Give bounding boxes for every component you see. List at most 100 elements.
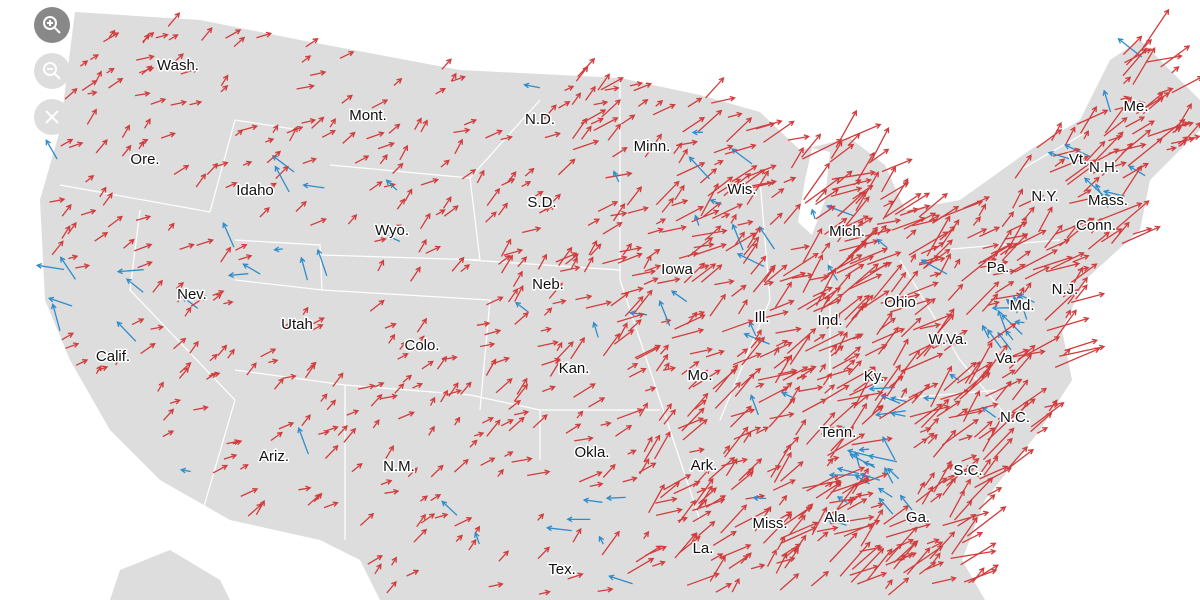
shift-arrow [399, 341, 407, 350]
shift-arrow [1178, 139, 1187, 147]
shift-arrow [629, 319, 642, 331]
shift-arrow [987, 487, 1003, 496]
shift-arrow [746, 170, 769, 205]
shift-arrow [627, 449, 637, 455]
zoom-out-button[interactable] [34, 53, 70, 89]
shift-arrow [987, 300, 1001, 307]
shift-arrow [102, 192, 113, 206]
reset-glyph [45, 110, 59, 124]
shift-arrow [220, 74, 229, 86]
shift-arrow [698, 487, 718, 504]
shift-arrow [1101, 228, 1123, 243]
shift-arrow [694, 399, 707, 410]
shift-arrow [779, 506, 813, 529]
shift-arrow [379, 154, 388, 165]
shift-arrow [593, 117, 619, 131]
shift-arrow [602, 463, 616, 479]
shift-arrow [173, 337, 187, 350]
shift-arrow [775, 339, 789, 347]
mexico [110, 550, 230, 600]
shift-arrow [377, 141, 395, 150]
shift-arrow [1124, 48, 1152, 64]
shift-arrow [1188, 134, 1200, 141]
shift-arrow [782, 252, 819, 277]
shift-arrow [659, 344, 669, 355]
shift-arrow [878, 497, 894, 515]
shift-arrow [775, 552, 788, 574]
shift-arrow [173, 164, 190, 175]
shift-arrow [940, 389, 971, 401]
shift-arrow [323, 501, 339, 509]
shift-arrow [1017, 336, 1061, 360]
shift-arrow [1051, 121, 1062, 142]
shift-arrow [61, 225, 71, 239]
shift-arrow [979, 226, 1001, 238]
shift-arrow [836, 466, 860, 475]
shift-arrow [425, 245, 442, 254]
state-label: N.M. [383, 458, 415, 475]
shift-arrow [963, 568, 998, 583]
shift-arrow [451, 256, 465, 272]
shift-arrow [307, 493, 321, 506]
shift-arrow [956, 361, 993, 384]
shift-arrow [920, 398, 950, 429]
shift-arrow [869, 261, 893, 274]
lake-michigan [798, 148, 830, 235]
shift-arrow [430, 493, 442, 502]
shift-arrow [858, 290, 890, 312]
shift-arrow [876, 238, 888, 249]
shift-arrow [881, 158, 913, 173]
shift-arrow [380, 479, 393, 486]
shift-arrow [966, 506, 1007, 537]
shift-arrow [851, 402, 868, 428]
shift-arrow [655, 353, 669, 372]
shift-arrow [691, 228, 728, 238]
shift-arrow [724, 143, 757, 155]
shift-arrow [849, 376, 888, 396]
shift-arrow [930, 493, 943, 503]
shift-arrow [35, 262, 65, 271]
shift-arrow [977, 458, 991, 478]
shift-arrow [730, 213, 737, 224]
shift-arrow [275, 165, 289, 180]
shift-arrow [429, 396, 436, 406]
shift-arrow [1166, 145, 1177, 152]
shift-arrow [888, 577, 910, 596]
shift-arrow [862, 460, 875, 467]
shift-arrow [1131, 120, 1155, 135]
shift-arrow [580, 125, 592, 140]
shift-arrow [271, 154, 295, 173]
shift-arrow [233, 36, 246, 48]
shift-arrow [393, 77, 403, 86]
shift-arrow [1001, 211, 1015, 228]
shift-arrow [982, 427, 1015, 461]
shift-arrow [498, 254, 511, 265]
shift-arrow [570, 336, 585, 360]
shift-arrow [629, 81, 644, 87]
state-label: N.D. [525, 111, 555, 128]
shift-arrow [80, 208, 97, 216]
shift-arrow [749, 394, 759, 416]
shift-arrow [513, 383, 529, 402]
shift-arrow [961, 454, 978, 462]
state-label: Miss. [753, 515, 788, 532]
shift-arrow [819, 363, 826, 373]
shift-arrow [357, 383, 376, 390]
state-label: Minn. [634, 138, 671, 155]
state-label: Ark. [691, 457, 718, 474]
zoom-in-button[interactable] [34, 7, 70, 43]
shift-arrow [60, 138, 74, 147]
shift-arrow [855, 394, 870, 406]
shift-arrow [1083, 129, 1089, 140]
shift-arrow [572, 527, 582, 543]
shift-arrow [839, 426, 851, 433]
shift-arrow [311, 324, 324, 331]
shift-arrow [366, 131, 385, 140]
shift-arrow [208, 371, 221, 378]
shift-arrow [866, 548, 893, 581]
shift-arrow [589, 481, 604, 488]
shift-arrow [633, 289, 653, 314]
shift-arrow [1122, 162, 1149, 179]
state-label: Iowa [661, 261, 693, 278]
shift-arrow [1102, 189, 1125, 197]
